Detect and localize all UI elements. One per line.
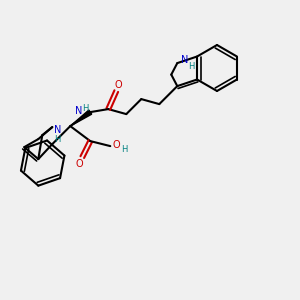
Text: H: H <box>54 135 61 144</box>
Text: O: O <box>76 159 83 169</box>
Text: H: H <box>121 145 127 154</box>
Text: N: N <box>75 106 82 116</box>
Text: N: N <box>181 55 188 65</box>
Text: H: H <box>82 103 88 112</box>
Text: N: N <box>54 125 61 135</box>
Polygon shape <box>70 110 92 126</box>
Text: H: H <box>188 61 194 70</box>
Text: O: O <box>115 80 122 90</box>
Text: O: O <box>112 140 120 150</box>
